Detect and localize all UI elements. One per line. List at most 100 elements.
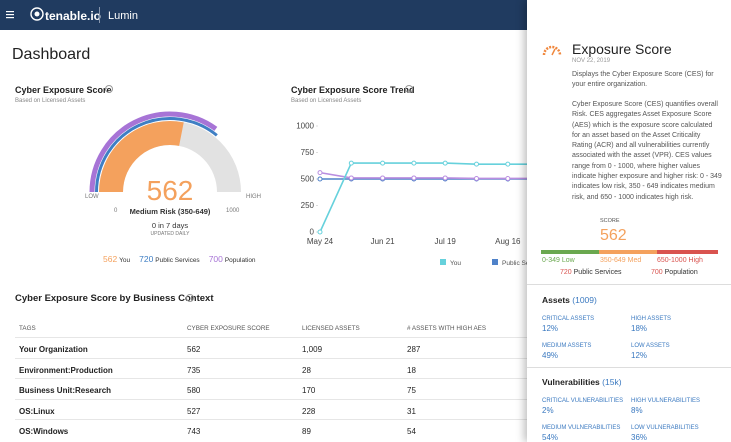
info-icon[interactable] xyxy=(186,294,194,302)
legend-swatch xyxy=(492,259,498,265)
legend-item: 720 Public Services xyxy=(139,254,200,264)
table-cell: 1,009 xyxy=(302,345,323,354)
table-cell: OS:Linux xyxy=(19,406,55,416)
data-point xyxy=(442,175,448,181)
data-point xyxy=(411,160,417,166)
compare-value: 720 xyxy=(560,269,572,276)
table-cell: 75 xyxy=(407,386,416,395)
stat-value: 12% xyxy=(542,324,559,333)
data-point xyxy=(505,161,511,167)
paragraph: Cyber Exposure Score (CES) quantifies ov… xyxy=(572,101,722,201)
stat-label: LOW ASSETS xyxy=(631,343,670,349)
column-header: TAGS xyxy=(19,325,36,332)
stat-label: HIGH ASSETS xyxy=(631,316,672,322)
table-title: Cyber Exposure Score by Business Context xyxy=(15,293,214,304)
card-title: Cyber Exposure Score xyxy=(15,85,112,95)
divider xyxy=(527,367,731,368)
row-divider xyxy=(15,398,527,400)
column-header: CYBER EXPOSURE SCORE xyxy=(187,325,270,332)
side-panel: Exposure Score NOV 22, 2019 Displays the… xyxy=(527,0,731,442)
gauge-ring xyxy=(89,111,218,193)
stat-label: CRITICAL ASSETS xyxy=(542,316,595,322)
data-point xyxy=(474,161,479,167)
score: 562 xyxy=(146,175,194,206)
row-divider xyxy=(15,357,527,359)
stat-label: MEDIUM VULNERABILITIES xyxy=(542,425,621,431)
table-cell: 28 xyxy=(302,365,311,375)
table-cell: 287 xyxy=(407,345,421,354)
data-point xyxy=(348,160,354,166)
table-cell: 527 xyxy=(187,406,201,416)
menu-icon[interactable] xyxy=(6,10,16,20)
card-title: Cyber Exposure Score Trend xyxy=(291,85,415,95)
row-divider xyxy=(15,337,527,338)
y-tick-label: 250 xyxy=(301,201,315,210)
data-point xyxy=(348,175,354,181)
table-cell: 562 xyxy=(187,345,201,354)
change-label: 0 in 7 days xyxy=(151,221,189,230)
section-name: Assets xyxy=(542,295,570,305)
series-line xyxy=(319,162,540,233)
table-cell: 89 xyxy=(302,427,311,436)
data-point xyxy=(317,229,323,235)
table-cell: 31 xyxy=(407,406,416,416)
section-count[interactable]: (1009) xyxy=(572,295,597,305)
compare-item: 720 Public Services xyxy=(560,269,622,276)
stat-value: 36% xyxy=(631,433,648,442)
legend-label: You xyxy=(450,260,461,267)
data-point xyxy=(380,175,386,181)
series-line xyxy=(319,171,540,180)
y-tick-label: 500 xyxy=(301,175,315,184)
stat-label: HIGH VULNERABILITIES xyxy=(631,398,701,404)
update-label: UPDATED DAILY xyxy=(150,231,190,237)
max-label: 1000 xyxy=(226,208,240,214)
range-bar xyxy=(657,250,718,254)
divider xyxy=(99,7,100,23)
stat-value: 49% xyxy=(542,351,559,360)
y-tick-label: 0 xyxy=(310,228,315,237)
high-label: HIGH xyxy=(246,194,261,200)
range-label: 0-349 Low xyxy=(542,257,575,264)
section-count[interactable]: (15k) xyxy=(602,377,622,387)
legend-item: 700 Population xyxy=(209,254,256,264)
data-point xyxy=(317,176,323,182)
panel-title: Exposure Score xyxy=(572,41,672,57)
data-point xyxy=(442,160,448,166)
data-point xyxy=(411,175,417,181)
brand[interactable]: tenable.io xyxy=(45,9,102,23)
info-icon[interactable] xyxy=(405,85,413,93)
data-point xyxy=(380,160,386,166)
data-point xyxy=(505,175,511,181)
row-divider xyxy=(15,378,527,379)
legend-value: 562 xyxy=(103,254,118,264)
compare-item: 700 Population xyxy=(651,269,698,276)
section-title: Vulnerabilities (15k) xyxy=(542,377,622,387)
compare-label: Population xyxy=(664,269,698,276)
info-icon[interactable] xyxy=(105,85,113,93)
x-tick-label: May 24 xyxy=(307,237,334,246)
stat-value: 2% xyxy=(542,406,554,415)
page-title: Dashboard xyxy=(12,46,91,63)
legend: 562 You 720 Public Services 700 Population xyxy=(103,254,265,264)
table-cell: 580 xyxy=(187,386,201,395)
stat-value: 12% xyxy=(631,351,648,360)
product-name[interactable]: Lumin xyxy=(108,10,138,22)
legend-label: Population xyxy=(224,257,256,264)
legend-label: You xyxy=(119,257,131,264)
legend-swatch xyxy=(440,259,446,265)
table-cell: 54 xyxy=(407,427,416,436)
x-tick-label: Jul 19 xyxy=(435,237,457,246)
stat-value: 54% xyxy=(542,433,559,442)
data-point xyxy=(317,170,323,176)
y-tick-label: 1000 xyxy=(296,122,314,131)
stat-label: LOW VULNERABILITIES xyxy=(631,425,699,431)
range-label: 350-649 Med xyxy=(600,257,642,264)
gauge xyxy=(89,111,241,193)
stat-label: CRITICAL VULNERABILITIES xyxy=(542,398,624,404)
y-tick-label: 750 xyxy=(301,148,315,157)
compare-label: Public Services xyxy=(573,269,622,276)
risk-label: Medium Risk (350-649) xyxy=(129,207,211,216)
legend-label: Public Services xyxy=(502,260,547,267)
